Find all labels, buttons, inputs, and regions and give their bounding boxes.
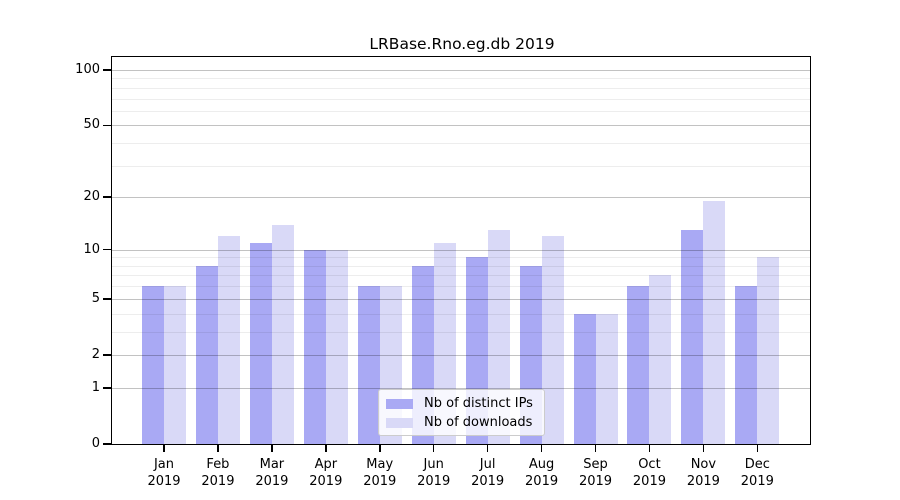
y-tick-mark-50 bbox=[103, 124, 111, 127]
x-tick-label-jun: Jun 2019 bbox=[417, 457, 451, 489]
legend-swatch-downloads bbox=[386, 418, 413, 428]
y-tick-label-10: 10 bbox=[83, 241, 100, 257]
x-tick-mark-jun bbox=[432, 444, 435, 452]
y-tick-label-0: 0 bbox=[91, 436, 100, 451]
bar-downloads-dec bbox=[757, 257, 780, 444]
legend: Nb of distinct IPs Nb of downloads bbox=[378, 389, 545, 436]
bar-downloads-sep bbox=[595, 313, 618, 444]
gridline-20 bbox=[112, 197, 810, 199]
bar-distinct-ips-oct bbox=[627, 286, 650, 444]
legend-entry-downloads: Nb of downloads bbox=[386, 414, 544, 432]
x-tick-mark-aug bbox=[540, 444, 543, 452]
gridline-minor-70 bbox=[112, 98, 810, 100]
bar-downloads-oct bbox=[649, 275, 672, 444]
bar-downloads-jan bbox=[164, 286, 186, 444]
bar-downloads-mar bbox=[271, 224, 294, 444]
plot-area: Nb of distinct IPs Nb of downloads 0 1 2 5 1… bbox=[75, 56, 811, 489]
x-tick-mark-jul bbox=[486, 444, 489, 452]
legend-entry-distinct-ips: Nb of distinct IPs bbox=[386, 395, 544, 413]
chart-title: LRBase.Rno.eg.db 2019 bbox=[369, 35, 555, 53]
x-tick-mark-sep bbox=[594, 444, 597, 452]
legend-label-downloads: Nb of downloads bbox=[424, 415, 533, 430]
x-tick-label-aug: Aug 2019 bbox=[525, 457, 559, 489]
x-tick-mark-mar bbox=[271, 444, 273, 452]
x-tick-label-mar: Mar 2019 bbox=[255, 457, 289, 489]
y-tick-mark-100 bbox=[103, 69, 111, 71]
legend-swatch-distinct-ips bbox=[386, 399, 413, 409]
bar-distinct-ips-feb bbox=[195, 265, 218, 444]
y-tick-mark-5 bbox=[103, 297, 111, 300]
y-tick-mark-2 bbox=[103, 354, 111, 356]
bar-downloads-apr bbox=[325, 249, 348, 444]
x-tick-label-apr: Apr 2019 bbox=[309, 457, 343, 489]
y-tick-label-50: 50 bbox=[83, 117, 100, 133]
bar-downloads-feb bbox=[217, 236, 240, 444]
x-tick-label-jul: Jul 2019 bbox=[471, 457, 505, 489]
y-tick-mark-0 bbox=[103, 443, 111, 445]
bar-distinct-ips-sep bbox=[573, 313, 596, 444]
y-tick-label-1: 1 bbox=[91, 379, 100, 395]
bar-distinct-ips-apr bbox=[303, 249, 326, 444]
gridline-minor-60 bbox=[112, 110, 810, 112]
y-tick-label-100: 100 bbox=[75, 61, 100, 77]
x-tick-mark-jan bbox=[163, 444, 165, 452]
bar-distinct-ips-dec bbox=[735, 286, 758, 444]
gridline-50 bbox=[112, 125, 810, 127]
y-tick-mark-20 bbox=[103, 196, 111, 199]
gridline-minor-30 bbox=[112, 165, 810, 167]
gridline-100 bbox=[112, 69, 810, 71]
x-tick-mark-apr bbox=[325, 444, 327, 452]
x-tick-label-sep: Sep 2019 bbox=[578, 457, 613, 489]
y-tick-label-20: 20 bbox=[83, 189, 100, 205]
gridline-minor-80 bbox=[112, 87, 810, 89]
x-tick-mark-feb bbox=[217, 444, 219, 452]
bar-distinct-ips-jan bbox=[142, 286, 164, 444]
x-tick-label-oct: Oct 2019 bbox=[632, 457, 666, 489]
x-tick-label-feb: Feb 2019 bbox=[201, 457, 235, 489]
x-tick-mark-oct bbox=[648, 444, 651, 452]
bar-downloads-nov bbox=[703, 201, 726, 444]
y-tick-mark-1 bbox=[103, 387, 111, 389]
y-tick-label-2: 2 bbox=[91, 346, 100, 362]
x-tick-label-nov: Nov 2019 bbox=[686, 457, 720, 489]
y-tick-mark-10 bbox=[103, 248, 111, 251]
bar-distinct-ips-may bbox=[357, 286, 380, 444]
bar-downloads-aug bbox=[541, 236, 564, 444]
x-tick-label-may: May 2019 bbox=[363, 457, 397, 489]
gridline-minor-40 bbox=[112, 143, 810, 145]
bar-distinct-ips-mar bbox=[249, 242, 272, 444]
x-tick-label-jan: Jan 2019 bbox=[147, 457, 181, 489]
x-tick-label-dec: Dec 2019 bbox=[740, 457, 774, 489]
gridline-minor-90 bbox=[112, 78, 810, 80]
y-tick-label-5: 5 bbox=[91, 290, 100, 306]
legend-label-distinct-ips: Nb of distinct IPs bbox=[424, 396, 533, 411]
x-tick-mark-may bbox=[378, 444, 381, 452]
x-tick-mark-nov bbox=[702, 444, 705, 452]
bar-distinct-ips-nov bbox=[681, 230, 704, 444]
x-tick-mark-dec bbox=[756, 444, 759, 452]
